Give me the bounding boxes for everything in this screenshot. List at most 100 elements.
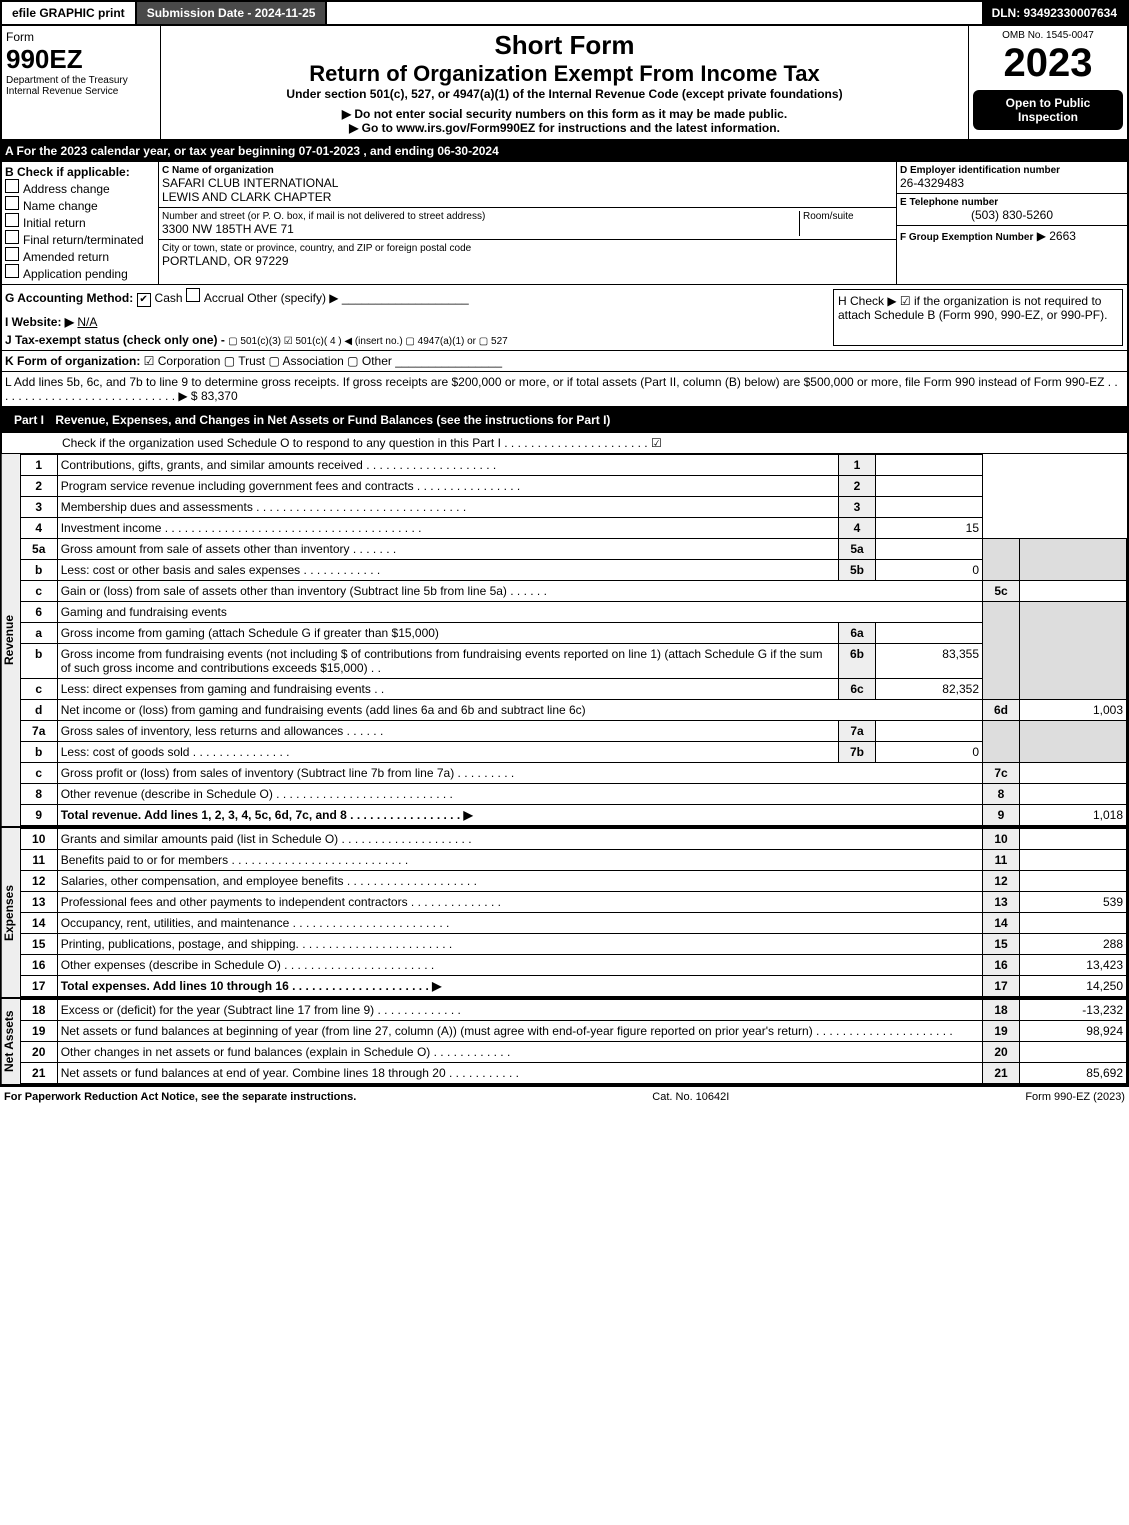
line-i: I Website: ▶ N/A <box>5 315 826 329</box>
b-opt-name: Name change <box>5 196 155 213</box>
e-header: E Telephone number <box>900 197 1124 208</box>
line-14: 14Occupancy, rent, utilities, and mainte… <box>20 913 1126 934</box>
g-label: G Accounting Method: <box>5 291 133 305</box>
checkbox-name[interactable] <box>5 196 19 210</box>
line-6a: aGross income from gaming (attach Schedu… <box>20 623 1126 644</box>
addr-header: Number and street (or P. O. box, if mail… <box>162 211 799 222</box>
line-13: 13Professional fees and other payments t… <box>20 892 1126 913</box>
b-opt-address: Address change <box>5 179 155 196</box>
line-8: 8Other revenue (describe in Schedule O) … <box>20 784 1126 805</box>
line-6: 6Gaming and fundraising events <box>20 602 1126 623</box>
box-h: H Check ▶ ☑ if the organization is not r… <box>833 289 1123 346</box>
part-1-header: Part I Revenue, Expenses, and Changes in… <box>0 407 1129 433</box>
checkbox-address[interactable] <box>5 179 19 193</box>
efile-print-button[interactable]: efile GRAPHIC print <box>2 2 137 24</box>
expenses-side-label: Expenses <box>2 828 20 997</box>
top-bar: efile GRAPHIC print Submission Date - 20… <box>0 0 1129 26</box>
dln-label: DLN: 93492330007634 <box>982 2 1127 24</box>
part-1-check: Check if the organization used Schedule … <box>0 433 1129 454</box>
checkbox-cash[interactable]: ✔ <box>137 293 151 307</box>
title-short-form: Short Form <box>165 30 964 61</box>
line-5b: bLess: cost or other basis and sales exp… <box>20 560 1126 581</box>
line-3: 3Membership dues and assessments . . . .… <box>20 497 1126 518</box>
note-goto: ▶ Go to www.irs.gov/Form990EZ for instru… <box>165 121 964 135</box>
line-6c: cLess: direct expenses from gaming and f… <box>20 679 1126 700</box>
netassets-table: 18Excess or (deficit) for the year (Subt… <box>20 999 1127 1084</box>
line-1: 1Contributions, gifts, grants, and simil… <box>20 455 1126 476</box>
line-7c: cGross profit or (loss) from sales of in… <box>20 763 1126 784</box>
org-name: SAFARI CLUB INTERNATIONAL LEWIS AND CLAR… <box>162 176 893 204</box>
header-mid: Short Form Return of Organization Exempt… <box>161 26 968 139</box>
open-public-box: Open to Public Inspection <box>973 90 1123 130</box>
line-j: J Tax-exempt status (check only one) - ▢… <box>5 333 826 347</box>
part-1-title: Revenue, Expenses, and Changes in Net As… <box>55 413 610 427</box>
line-21: 21Net assets or fund balances at end of … <box>20 1063 1126 1084</box>
j-options: ▢ 501(c)(3) ☑ 501(c)( 4 ) ◀ (insert no.)… <box>228 336 508 347</box>
section-b-c-d: B Check if applicable: Address change Na… <box>0 162 1129 285</box>
k-options: ☑ Corporation ▢ Trust ▢ Association ▢ Ot… <box>144 354 392 368</box>
city-header: City or town, state or province, country… <box>162 243 893 254</box>
l-text: L Add lines 5b, 6c, and 7b to line 9 to … <box>2 372 1127 406</box>
schedule-o-check: Check if the organization used Schedule … <box>2 433 665 453</box>
j-label: J Tax-exempt status (check only one) - <box>5 333 228 347</box>
h-text: H Check ▶ ☑ if the organization is not r… <box>838 294 1107 322</box>
revenue-side-label: Revenue <box>2 454 20 826</box>
phone-value: (503) 830-5260 <box>900 208 1124 222</box>
b-header: B Check if applicable: <box>5 165 155 179</box>
checkbox-accrual[interactable] <box>186 288 200 302</box>
submission-date-button[interactable]: Submission Date - 2024-11-25 <box>137 2 328 24</box>
checkbox-initial[interactable] <box>5 213 19 227</box>
irs-label: Internal Revenue Service <box>6 86 156 97</box>
title-return: Return of Organization Exempt From Incom… <box>165 61 964 87</box>
line-20: 20Other changes in net assets or fund ba… <box>20 1042 1126 1063</box>
dept-label: Department of the Treasury <box>6 75 156 86</box>
line-4: 4Investment income . . . . . . . . . . .… <box>20 518 1126 539</box>
footer-right: Form 990-EZ (2023) <box>1025 1091 1125 1103</box>
line-12: 12Salaries, other compensation, and empl… <box>20 871 1126 892</box>
line-19: 19Net assets or fund balances at beginni… <box>20 1021 1126 1042</box>
line-6b: bGross income from fundraising events (n… <box>20 644 1126 679</box>
checkbox-amended[interactable] <box>5 247 19 261</box>
col-b: B Check if applicable: Address change Na… <box>2 162 159 284</box>
form-number: 990EZ <box>6 44 156 75</box>
line-5c: cGain or (loss) from sale of assets othe… <box>20 581 1126 602</box>
line-g: G Accounting Method: ✔Cash Accrual Other… <box>5 288 826 307</box>
line-a: A For the 2023 calendar year, or tax yea… <box>0 141 1129 162</box>
g-other: Other (specify) ▶ <box>247 291 338 305</box>
b-opt-final: Final return/terminated <box>5 230 155 247</box>
footer-mid: Cat. No. 10642I <box>652 1091 729 1103</box>
expenses-table: 10Grants and similar amounts paid (list … <box>20 828 1127 997</box>
line-15: 15Printing, publications, postage, and s… <box>20 934 1126 955</box>
room-header: Room/suite <box>803 211 893 222</box>
ein-value: 26-4329483 <box>900 176 1124 190</box>
b-opt-initial: Initial return <box>5 213 155 230</box>
c-header: C Name of organization <box>162 165 893 176</box>
checkbox-final[interactable] <box>5 230 19 244</box>
website-value: N/A <box>77 315 97 329</box>
tax-year: 2023 <box>973 41 1123 86</box>
line-16: 16Other expenses (describe in Schedule O… <box>20 955 1126 976</box>
omb-label: OMB No. 1545-0047 <box>973 30 1123 41</box>
header-right: OMB No. 1545-0047 2023 Open to Public In… <box>968 26 1127 139</box>
revenue-table: 1Contributions, gifts, grants, and simil… <box>20 454 1127 826</box>
form-header: Form 990EZ Department of the Treasury In… <box>0 26 1129 141</box>
line-11: 11Benefits paid to or for members . . . … <box>20 850 1126 871</box>
line-2: 2Program service revenue including gover… <box>20 476 1126 497</box>
page-footer: For Paperwork Reduction Act Notice, see … <box>0 1086 1129 1107</box>
part-1-label: Part I <box>6 411 52 429</box>
revenue-section: Revenue 1Contributions, gifts, grants, a… <box>0 454 1129 828</box>
line-l: L Add lines 5b, 6c, and 7b to line 9 to … <box>0 372 1129 407</box>
col-c: C Name of organization SAFARI CLUB INTER… <box>159 162 897 284</box>
checkbox-pending[interactable] <box>5 264 19 278</box>
street-address: 3300 NW 185TH AVE 71 <box>162 222 799 236</box>
line-7b: bLess: cost of goods sold . . . . . . . … <box>20 742 1126 763</box>
i-label: I Website: ▶ <box>5 315 74 329</box>
b-opt-pending: Application pending <box>5 264 155 281</box>
line-a-text: A For the 2023 calendar year, or tax yea… <box>2 141 502 161</box>
group-exemption-value: ▶ 2663 <box>1037 229 1076 243</box>
k-label: K Form of organization: <box>5 354 140 368</box>
line-6d: dNet income or (loss) from gaming and fu… <box>20 700 1126 721</box>
line-9: 9Total revenue. Add lines 1, 2, 3, 4, 5c… <box>20 805 1126 826</box>
footer-left: For Paperwork Reduction Act Notice, see … <box>4 1091 356 1103</box>
form-word: Form <box>6 30 156 44</box>
